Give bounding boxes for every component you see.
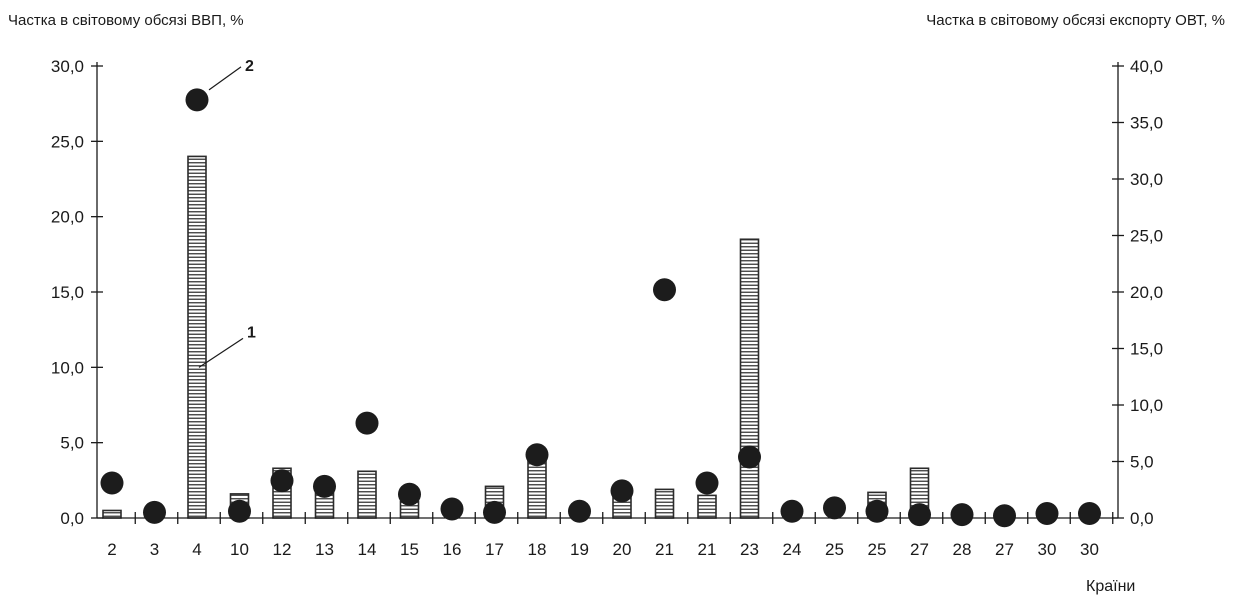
x-tick-label-7: 15 — [400, 540, 419, 559]
point-27-19 — [908, 503, 931, 526]
point-21-14 — [696, 471, 719, 494]
y-tick-label-right: 40,0 — [1130, 57, 1163, 76]
y-tick-label-left: 15,0 — [51, 283, 84, 302]
x-tick-label-20: 28 — [953, 540, 972, 559]
point-19-11 — [568, 500, 591, 523]
point-15-7 — [398, 483, 421, 506]
point-13-5 — [313, 475, 336, 498]
x-tick-label-10: 18 — [528, 540, 547, 559]
x-tick-label-0: 2 — [107, 540, 116, 559]
y-tick-label-right: 30,0 — [1130, 170, 1163, 189]
y-tick-label-left: 5,0 — [60, 434, 84, 453]
point-series — [101, 88, 1102, 527]
bar-21-14 — [698, 495, 716, 518]
bar-series — [103, 156, 929, 518]
x-tick-label-6: 14 — [358, 540, 377, 559]
y-tick-label-left: 30,0 — [51, 57, 84, 76]
point-30-23 — [1078, 502, 1101, 525]
y-tick-label-left: 20,0 — [51, 208, 84, 227]
point-16-8 — [441, 497, 464, 520]
point-2-0 — [101, 471, 124, 494]
x-tick-label-8: 16 — [443, 540, 462, 559]
point-30-22 — [1036, 502, 1059, 525]
annotation-label-1: 2 — [245, 58, 254, 75]
point-20-12 — [611, 479, 634, 502]
point-23-15 — [738, 445, 761, 468]
x-tick-label-12: 20 — [613, 540, 632, 559]
x-tick-label-1: 3 — [150, 540, 159, 559]
x-tick-label-5: 13 — [315, 540, 334, 559]
x-tick-label-11: 19 — [570, 540, 589, 559]
point-27-21 — [993, 504, 1016, 527]
x-tick-label-3: 10 — [230, 540, 249, 559]
y-tick-label-left: 25,0 — [51, 132, 84, 151]
x-tick-label-15: 23 — [740, 540, 759, 559]
y-tick-label-right: 15,0 — [1130, 340, 1163, 359]
x-tick-label-22: 30 — [1038, 540, 1057, 559]
y-tick-label-right: 25,0 — [1130, 227, 1163, 246]
bar-14-6 — [358, 471, 376, 518]
y-tick-label-left: 0,0 — [60, 509, 84, 528]
point-14-6 — [356, 412, 379, 435]
point-28-20 — [951, 503, 974, 526]
y-tick-label-right: 10,0 — [1130, 396, 1163, 415]
annotation-leader-1 — [209, 67, 241, 90]
x-tick-label-13: 21 — [655, 540, 674, 559]
y-tick-label-right: 0,0 — [1130, 509, 1154, 528]
x-tick-label-14: 21 — [698, 540, 717, 559]
y-tick-label-left: 10,0 — [51, 358, 84, 377]
point-18-10 — [526, 443, 549, 466]
x-tick-label-23: 30 — [1080, 540, 1099, 559]
x-tick-label-19: 27 — [910, 540, 929, 559]
x-tick-label-16: 24 — [783, 540, 802, 559]
axes: 0,0 5,0 10,0 15,0 20,0 25,0 30,0 0,0 5,0 10,0 15,0… — [51, 57, 1163, 559]
y-tick-label-right: 5,0 — [1130, 453, 1154, 472]
point-12-4 — [271, 469, 294, 492]
x-tick-label-18: 25 — [868, 540, 887, 559]
point-24-16 — [781, 500, 804, 523]
y-tick-label-right: 20,0 — [1130, 283, 1163, 302]
point-17-9 — [483, 501, 506, 524]
y-tick-label-right: 35,0 — [1130, 114, 1163, 133]
point-3-1 — [143, 501, 166, 524]
x-tick-label-4: 12 — [273, 540, 292, 559]
x-tick-label-17: 25 — [825, 540, 844, 559]
bar-23-15 — [741, 239, 759, 518]
point-10-3 — [228, 500, 251, 523]
bar-2-0 — [103, 510, 121, 518]
bar-4-2 — [188, 156, 206, 518]
bar-21-13 — [656, 489, 674, 518]
x-tick-label-2: 4 — [192, 540, 201, 559]
bar-18-10 — [528, 459, 546, 518]
point-25-17 — [823, 496, 846, 519]
x-tick-label-9: 17 — [485, 540, 504, 559]
annotation-label-0: 1 — [247, 324, 256, 341]
point-25-18 — [866, 500, 889, 523]
point-21-13 — [653, 278, 676, 301]
x-tick-label-21: 27 — [995, 540, 1014, 559]
point-4-2 — [186, 88, 209, 111]
